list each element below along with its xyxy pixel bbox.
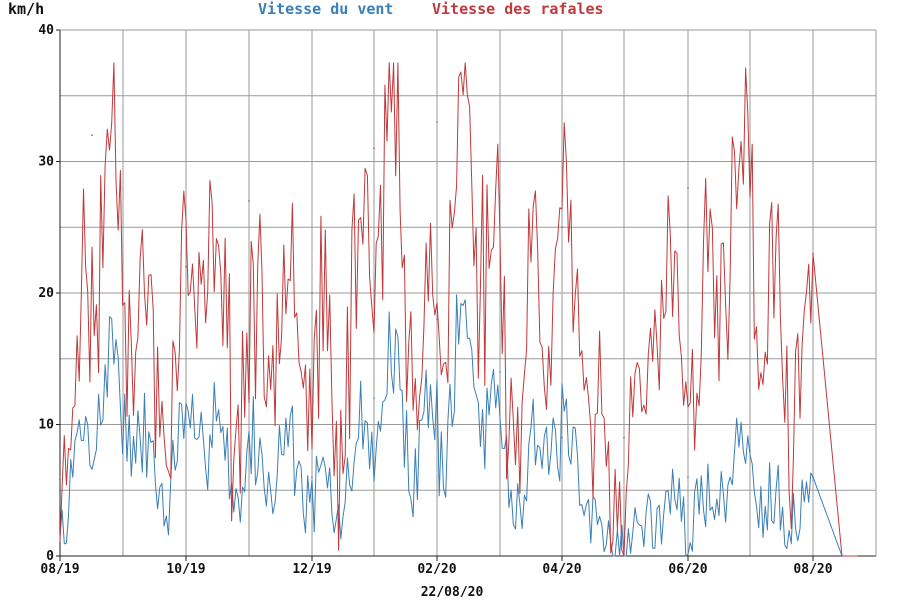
data-point [687,476,689,478]
data-point [373,397,375,400]
legend-gust-speed: Vitesse des rafales [432,0,604,18]
data-point [59,371,61,373]
series-line-wind [59,294,858,557]
data-point [841,555,843,557]
data-point [812,252,814,255]
data-point [91,134,93,136]
x-tick-label: 12/19 [292,562,331,577]
x-tick-label: 08/19 [40,562,79,577]
series-line-gust [59,62,858,557]
y-tick-label: 0 [46,549,54,564]
date-label: 22/08/20 [421,585,484,600]
data-point [561,226,563,229]
chart-legend: Vitesse du vent Vitesse des rafales [258,0,604,18]
data-point [499,371,501,373]
y-tick-label: 20 [38,286,54,301]
grid [60,29,876,556]
data-point [311,292,313,294]
x-tick-label: 06/20 [668,562,707,577]
data-point [436,318,438,321]
legend-wind-speed: Vitesse du vent [258,0,393,18]
data-point [812,476,814,478]
data-point [436,121,438,123]
y-tick-labels: 0 10 20 30 40 [38,23,60,564]
x-tick-labels: 08/19 10/19 12/19 02/20 04/20 06/20 08/20 [40,556,833,577]
y-tick-label: 30 [38,155,54,170]
x-tick-label: 10/19 [166,562,205,577]
x-tick-label: 02/20 [417,562,456,577]
y-tick-label: 40 [38,23,54,38]
data-point [499,160,501,163]
data-point [59,476,61,478]
x-tick-label: 08/20 [793,562,832,577]
data-point [687,187,689,189]
data-point [91,357,93,360]
data-point [248,200,250,202]
data-point [749,450,751,452]
data-point [185,423,187,426]
y-axis-unit: km/h [8,0,44,18]
plot-area [59,62,858,557]
data-point [623,436,625,439]
data-point [311,476,313,478]
data-point [185,265,187,268]
data-point [749,160,751,163]
data-point [373,147,375,150]
x-tick-label: 04/20 [542,562,581,577]
data-point [561,436,563,439]
y-tick-label: 10 [38,418,54,433]
